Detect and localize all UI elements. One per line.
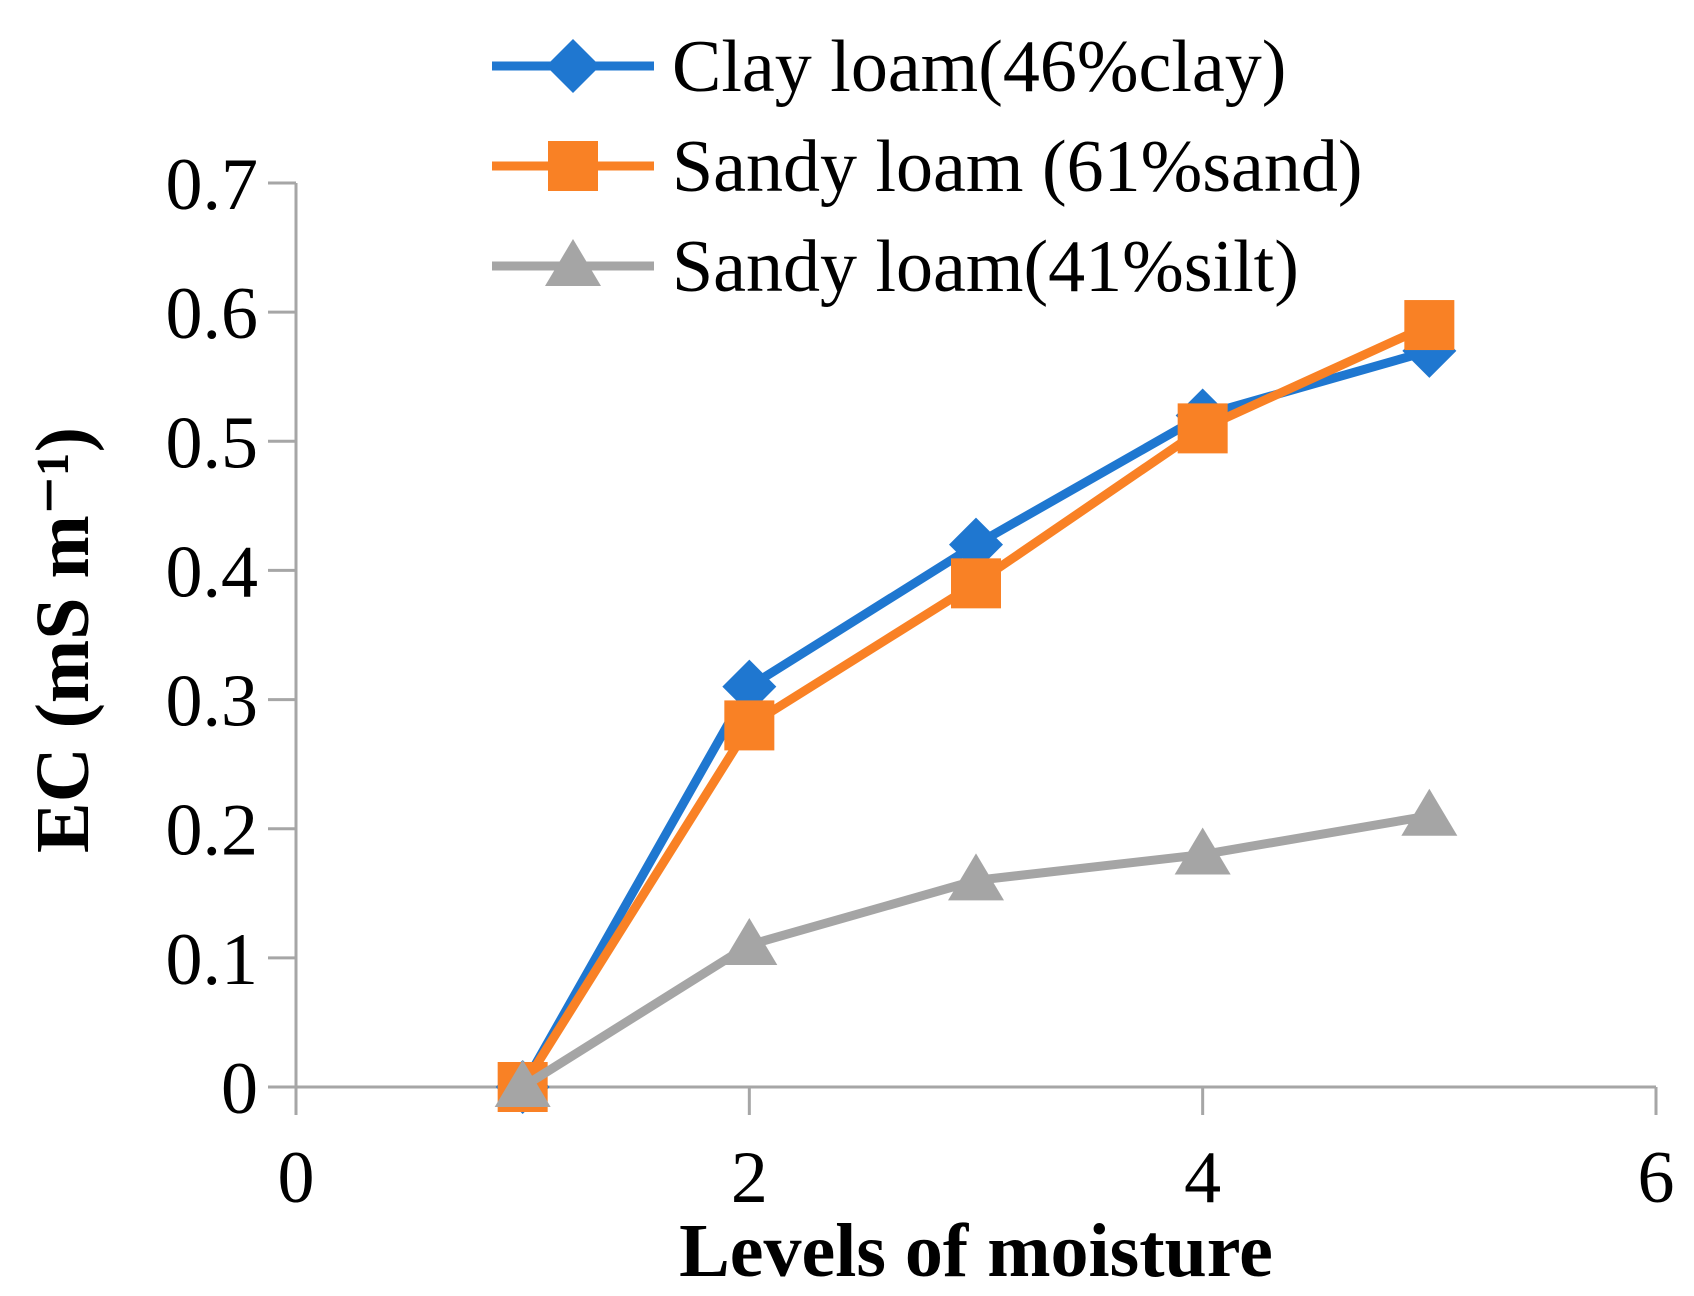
- y-tick-label: 0.7: [166, 144, 259, 226]
- data-point: [721, 917, 778, 965]
- legend-marker: [548, 141, 598, 191]
- y-tick-label: 0.2: [166, 790, 259, 872]
- y-tick-label: 0.5: [166, 402, 259, 484]
- series-1: [495, 323, 1457, 1114]
- y-tick-label: 0: [221, 1048, 258, 1130]
- x-tick-label: 2: [731, 1137, 768, 1219]
- data-point: [722, 659, 777, 714]
- legend-marker: [546, 39, 600, 93]
- x-tick-label: 6: [1638, 1137, 1675, 1219]
- y-tick-label: 0.3: [166, 661, 259, 743]
- legend-label: Clay loam(46%clay): [672, 26, 1286, 108]
- data-point: [951, 558, 1001, 609]
- y-tick-label: 0.4: [166, 531, 259, 613]
- series-3: [494, 788, 1458, 1107]
- data-point: [1174, 827, 1231, 875]
- legend-item-2: Sandy loam (61%sand): [492, 126, 1363, 208]
- legend: Clay loam(46%clay) Sandy loam (61%sand) Sa…: [492, 26, 1363, 308]
- y-axis-title: EC (mS m⁻¹): [21, 427, 105, 853]
- series-line: [518, 346, 1431, 1090]
- y-tick-label: 0.1: [166, 919, 259, 1001]
- data-point: [948, 853, 1004, 901]
- legend-item-3: Sandy loam(41%silt): [492, 226, 1299, 308]
- y-tick-label: 0.6: [166, 273, 259, 355]
- data-point: [724, 700, 775, 751]
- x-axis-title: Levels of moisture: [679, 1209, 1273, 1293]
- legend-label: Sandy loam(41%silt): [672, 226, 1299, 308]
- series-line: [518, 320, 1432, 1090]
- legend-marker: [545, 239, 601, 286]
- legend-label: Sandy loam (61%sand): [672, 126, 1363, 208]
- x-tick-label: 0: [278, 1137, 315, 1219]
- series-layer: [494, 300, 1458, 1114]
- data-point: [1401, 788, 1458, 836]
- series-2: [497, 300, 1455, 1112]
- x-tick-label: 4: [1184, 1137, 1221, 1219]
- data-point: [494, 1060, 551, 1107]
- data-point: [949, 517, 1003, 572]
- data-point: [1404, 300, 1455, 351]
- legend-item-1: Clay loam(46%clay): [492, 26, 1286, 108]
- data-point: [1177, 403, 1228, 454]
